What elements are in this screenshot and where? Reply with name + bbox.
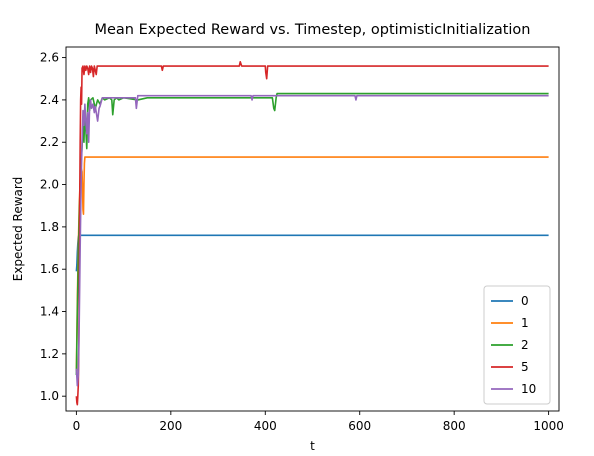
y-tick-label: 1.4 (40, 305, 59, 319)
y-tick-label: 2.4 (40, 93, 59, 107)
x-tick-label: 400 (254, 419, 277, 433)
legend-label-5: 5 (521, 360, 529, 374)
x-tick-label: 1000 (533, 419, 564, 433)
y-tick-label: 1.0 (40, 389, 59, 403)
series-layer (75, 61, 549, 406)
y-tick-label: 2.2 (40, 135, 59, 149)
chart-title: Mean Expected Reward vs. Timestep, optim… (94, 22, 530, 38)
series-line-10 (75, 94, 549, 387)
x-axis-title: t (310, 439, 315, 453)
legend-label-1: 1 (521, 316, 529, 330)
y-axis-title: Expected Reward (11, 177, 25, 282)
y-tick-label: 1.6 (40, 262, 59, 276)
legend-box (483, 285, 551, 405)
legend-label-10: 10 (521, 382, 536, 396)
axes-layer: 0 200 400 600 800 1000 1.0 1.2 1.4 1.6 1.8 2.0 2.2 2.… (40, 46, 564, 433)
x-tick-label: 600 (348, 419, 371, 433)
legend: 0 1 2 5 10 (483, 285, 551, 405)
x-tick-label: 800 (443, 419, 466, 433)
legend-label-0: 0 (521, 294, 529, 308)
y-tick-label: 1.8 (40, 220, 59, 234)
legend-label-2: 2 (521, 338, 529, 352)
series-line-5 (75, 61, 549, 406)
x-tick-label: 200 (159, 419, 182, 433)
y-tick-label: 2.0 (40, 178, 59, 192)
plot-frame (65, 46, 560, 412)
y-tick-label: 1.2 (40, 347, 59, 361)
x-tick-label: 0 (73, 419, 81, 433)
y-tick-label: 2.6 (40, 51, 59, 65)
